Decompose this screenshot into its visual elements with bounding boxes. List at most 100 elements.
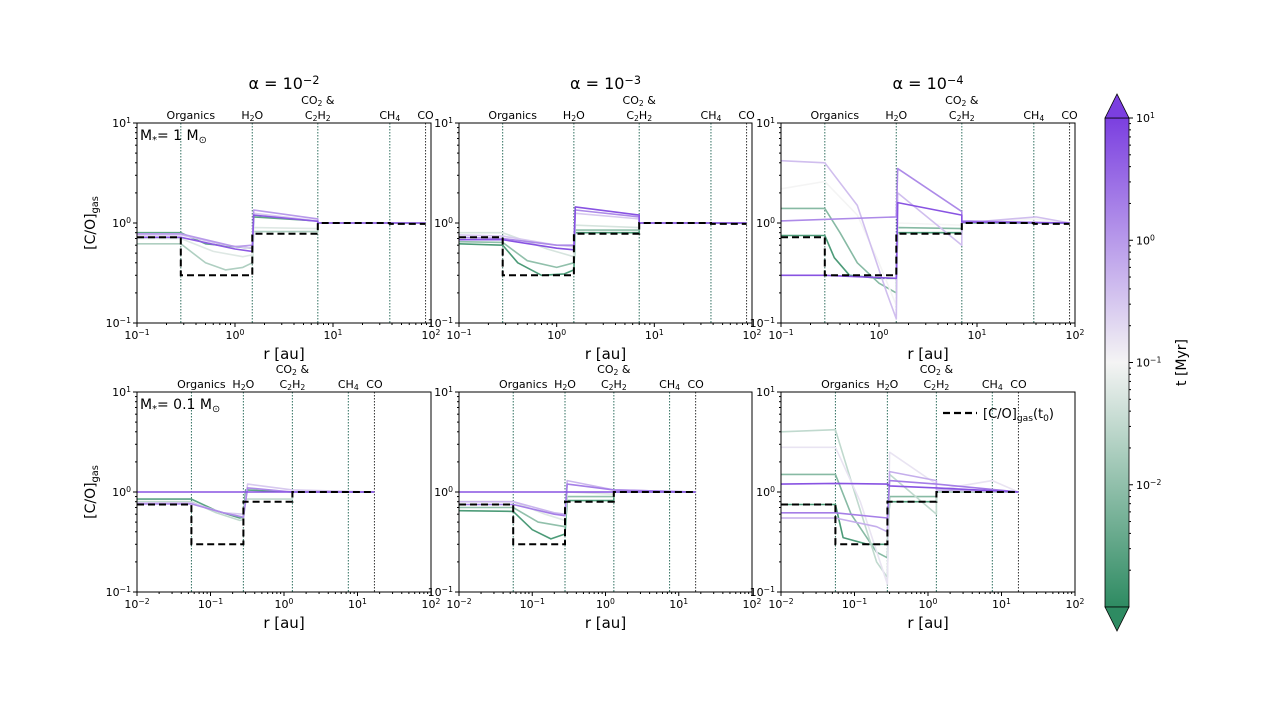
snowline-label: CO2 &: [945, 94, 979, 108]
y-tick-label: 10−1: [750, 316, 775, 330]
x-tick-label: 102: [743, 597, 762, 611]
snowline-label: H2O: [554, 378, 576, 392]
snowline-label: CO2 &: [920, 363, 954, 377]
x-tick-label: 102: [422, 328, 441, 342]
colorbar-tick-label: 10−2: [1136, 478, 1161, 492]
colorbar-label: t [Myr]: [1174, 339, 1190, 386]
snowline-label: H2O: [563, 109, 585, 123]
snowline-label: CO2 &: [623, 94, 657, 108]
snowline-label: Organics: [177, 378, 226, 391]
x-tick-label: 100: [596, 597, 615, 611]
snowline-label: Organics: [811, 109, 860, 122]
snowline-label: CH4: [701, 109, 722, 123]
snowline-label: CO2 &: [597, 363, 631, 377]
x-axis-label: r [au]: [585, 614, 626, 632]
series-line: [781, 167, 1070, 224]
colorbar: 10−2 10−1 100 101 t [Myr]: [1104, 93, 1190, 632]
series-line: [459, 491, 696, 528]
initial-co-line: [137, 491, 375, 546]
x-tick-label: 100: [870, 328, 889, 342]
series-group: [781, 159, 1070, 320]
x-tick-label: 101: [645, 328, 664, 342]
x-axis-label: r [au]: [263, 345, 304, 363]
star-mass-label: M*= 1 M⊙: [140, 128, 207, 146]
y-tick-label: 10−1: [750, 585, 775, 599]
star-mass-label: M*= 0.1 M⊙: [140, 397, 220, 415]
series-group: [459, 206, 747, 277]
snowline-label: CO: [1061, 109, 1078, 122]
x-tick-label: 100: [547, 328, 566, 342]
series-line: [781, 482, 1019, 493]
series-group: [137, 483, 375, 546]
colorbar-tick-label: 100: [1136, 234, 1155, 248]
y-tick-label: 100: [756, 216, 775, 230]
series-line: [781, 446, 1019, 585]
series-group: [781, 428, 1019, 585]
snowline-label-line2: C2H2: [601, 378, 627, 392]
snowline-label: CH4: [1023, 109, 1044, 123]
x-tick-label: 101: [992, 597, 1011, 611]
x-axis-label: r [au]: [907, 345, 948, 363]
panel-title: α = 10−4: [893, 74, 964, 93]
snowline-label: CO: [366, 378, 383, 391]
snowline-label: CH4: [338, 378, 359, 392]
y-tick-label: 101: [112, 116, 131, 130]
initial-co-line: [137, 222, 426, 277]
y-tick-label: 100: [112, 485, 131, 499]
snowline-label-line2: C2H2: [626, 109, 652, 123]
x-tick-label: 100: [275, 597, 294, 611]
snowline-label-line2: C2H2: [923, 378, 949, 392]
panel-a2_m1: 10−1 100 101 10−1 100 101 102 r [au] [C/O]gas M*=…: [83, 74, 441, 363]
y-tick-label: 10−1: [428, 585, 453, 599]
y-tick-label: 10−1: [106, 585, 131, 599]
x-axis-label: r [au]: [907, 614, 948, 632]
panel-title: α = 10−2: [249, 74, 320, 93]
snowline-label: CO2 &: [276, 363, 310, 377]
colorbar-extend-top: [1104, 93, 1130, 119]
x-tick-label: 101: [669, 597, 688, 611]
y-tick-label: 101: [434, 116, 453, 130]
snowline-label: CO: [687, 378, 704, 391]
panel-a3_m1: 10−1 100 101 10−1 100 101 102 r [au] α = 10−3 Org…: [428, 74, 762, 363]
x-tick-label: 100: [919, 597, 938, 611]
snowline-label: H2O: [876, 378, 898, 392]
snowline-label: H2O: [885, 109, 907, 123]
snowline-label: CH4: [982, 378, 1003, 392]
series-line: [781, 479, 1019, 519]
x-tick-label: 101: [324, 328, 343, 342]
colorbar-tick-label: 10−1: [1136, 356, 1161, 370]
subplot-grid: 10−1 100 101 10−1 100 101 102 r [au] [C/O]gas M*=…: [83, 74, 1085, 632]
y-tick-label: 101: [112, 385, 131, 399]
initial-co-line: [459, 491, 696, 546]
series-line: [459, 491, 696, 540]
y-tick-label: 100: [434, 485, 453, 499]
snowline-label: Organics: [167, 109, 216, 122]
x-tick-label: 102: [422, 597, 441, 611]
x-tick-label: 102: [1066, 328, 1085, 342]
x-tick-label: 10−1: [124, 328, 149, 342]
x-tick-label: 102: [743, 328, 762, 342]
x-tick-label: 10−1: [446, 328, 471, 342]
y-tick-label: 10−1: [106, 316, 131, 330]
x-tick-label: 10−2: [768, 597, 793, 611]
snowline-label: H2O: [241, 109, 263, 123]
series-line: [459, 206, 747, 251]
x-tick-label: 10−1: [842, 597, 867, 611]
x-tick-label: 10−1: [198, 597, 223, 611]
y-tick-label: 10−1: [428, 316, 453, 330]
snowline-label: CH4: [659, 378, 680, 392]
snowline-label-line2: C2H2: [305, 109, 331, 123]
snowline-label: CO: [1010, 378, 1027, 391]
snowline-label: Organics: [499, 378, 548, 391]
y-tick-label: 101: [756, 385, 775, 399]
snowline-label-line2: C2H2: [949, 109, 975, 123]
initial-co-line: [781, 491, 1019, 546]
x-tick-label: 100: [226, 328, 245, 342]
snowline-label: CH4: [379, 109, 400, 123]
y-tick-label: 100: [112, 216, 131, 230]
x-axis-label: r [au]: [585, 345, 626, 363]
